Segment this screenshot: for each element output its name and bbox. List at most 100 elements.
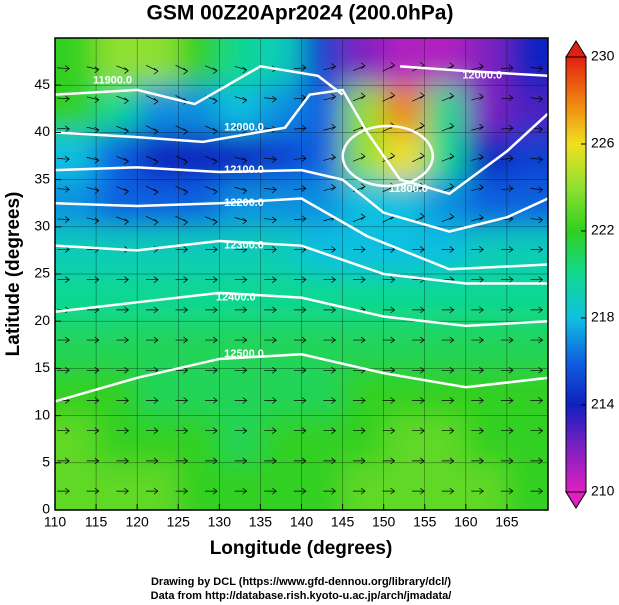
flow-arrow (412, 397, 425, 404)
y-axis-title: Latitude (degrees) (3, 192, 24, 357)
field-cell (178, 462, 220, 510)
x-tick-label: 140 (290, 514, 314, 530)
field-cell (55, 38, 97, 86)
contour-label: 12200.0 (224, 197, 264, 209)
flow-arrow (293, 487, 307, 495)
field-cell (301, 226, 344, 275)
flow-arrow (264, 216, 277, 224)
flow-arrow (116, 125, 129, 135)
field-cell (96, 132, 138, 181)
flow-arrow (412, 92, 425, 102)
contour-line (341, 124, 435, 188)
flow-arrow (145, 185, 159, 196)
flow-arrow (353, 397, 366, 404)
field-cell (424, 462, 467, 510)
flow-arrow (441, 122, 455, 132)
flow-arrow (352, 62, 366, 72)
field-cell (137, 462, 179, 510)
flow-arrow (441, 183, 455, 192)
flow-arrow (530, 306, 544, 314)
x-tick-label: 130 (208, 514, 232, 530)
flow-arrow (145, 95, 159, 105)
flow-arrow (412, 246, 425, 253)
contour-label: 12100.0 (224, 164, 264, 176)
field-cell (178, 38, 220, 86)
flow-arrow (382, 306, 396, 314)
flow-arrow (323, 336, 337, 344)
field-cell (465, 321, 508, 369)
field-cell (342, 38, 385, 86)
flow-arrow (116, 336, 129, 344)
flow-arrow (145, 397, 159, 404)
flow-arrow (323, 93, 337, 101)
colorbar-tick-label: 230 (591, 48, 615, 64)
flow-arrow (205, 276, 218, 283)
field-cell (260, 415, 302, 464)
flow-arrow (353, 246, 366, 253)
contour-line (55, 352, 548, 403)
x-tick-label: 125 (167, 514, 191, 530)
flow-arrow (264, 186, 277, 194)
flow-arrow (57, 125, 70, 133)
flow-arrow (116, 427, 129, 434)
flow-arrow (57, 65, 70, 72)
flow-arrow (234, 156, 248, 164)
x-tick-label: 110 (44, 514, 67, 530)
flow-arrow (145, 216, 159, 226)
flow-arrow (175, 397, 189, 404)
field-cell (96, 462, 138, 510)
y-tick-label: 25 (34, 265, 50, 281)
flow-arrow (471, 63, 484, 71)
contour-label: 12000.0 (224, 122, 264, 134)
field-cell (301, 274, 344, 322)
flow-arrow (175, 155, 189, 166)
flow-arrow (353, 336, 366, 344)
flow-arrow (205, 306, 218, 314)
flow-arrow (412, 336, 425, 344)
field-cell (55, 274, 97, 322)
flow-arrow (205, 487, 218, 495)
field-cell (219, 415, 261, 464)
flow-arrow (293, 306, 307, 314)
flow-arrow (441, 92, 455, 102)
flow-arrow (116, 186, 129, 195)
field-cell (383, 38, 426, 86)
flow-arrow (471, 306, 484, 314)
flow-arrow (441, 246, 455, 253)
colorbar-tick-label: 214 (591, 396, 615, 412)
flow-arrow (57, 487, 70, 495)
flow-arrow (293, 336, 307, 344)
field-cell (506, 368, 548, 417)
flow-arrow (116, 397, 129, 404)
field-cell (219, 226, 261, 275)
flow-arrow (471, 487, 484, 495)
overlay: 11900.0 12000.0 12100.0 12200.0 12300.0 12400… (55, 38, 548, 510)
colorbar (565, 56, 587, 493)
field-cell (260, 321, 302, 369)
flow-arrow (353, 427, 366, 434)
flow-arrow (530, 246, 544, 253)
colorbar-top (565, 40, 587, 58)
colorbar-tick-label: 210 (591, 483, 615, 499)
flow-arrow (175, 246, 189, 253)
flow-arrow (323, 397, 337, 404)
field-cell (260, 179, 302, 228)
field-cell (96, 38, 138, 86)
flow-arrow (412, 427, 425, 434)
field-cell (301, 368, 344, 417)
field-cell (178, 226, 220, 275)
field-cell (465, 85, 508, 133)
flow-arrow (175, 306, 189, 314)
flow-arrow (471, 214, 484, 222)
contour-label: 11800.0 (389, 183, 428, 195)
flow-arrow (293, 185, 307, 192)
contour-line (55, 166, 548, 233)
flow-arrow (204, 65, 218, 75)
y-tick-label: 35 (34, 170, 50, 186)
field-cell (465, 415, 508, 464)
y-tick-label: 10 (34, 406, 50, 422)
field-cell (424, 415, 467, 464)
flow-arrow (204, 155, 218, 165)
field-cell (342, 462, 385, 510)
flow-arrow (175, 64, 189, 75)
